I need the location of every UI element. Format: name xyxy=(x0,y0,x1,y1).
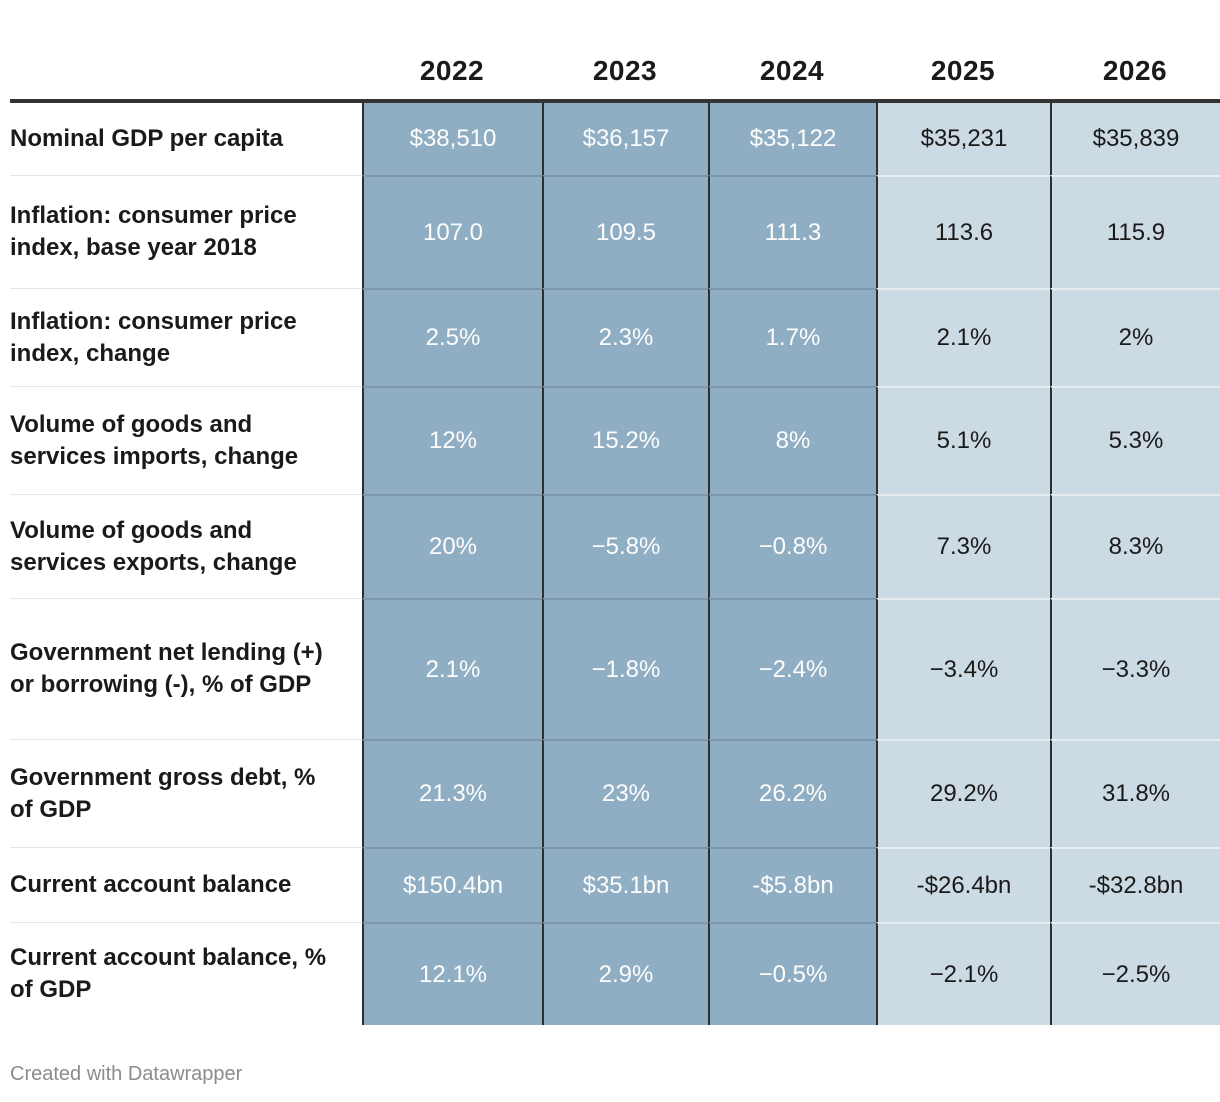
row-label: Current account balance xyxy=(10,847,362,922)
value-cell: 31.8% xyxy=(1050,739,1220,847)
table-row-cpi-index: Inflation: consumer price index, base ye… xyxy=(10,175,1220,288)
value-cell: 20% xyxy=(362,494,542,598)
value-cell: −2.4% xyxy=(708,598,876,739)
value-cell: -$5.8bn xyxy=(708,847,876,922)
value-cell: $38,510 xyxy=(362,103,542,175)
value-cell: $150.4bn xyxy=(362,847,542,922)
row-label: Government gross debt, % of GDP xyxy=(10,739,362,847)
datawrapper-attribution: Created with Datawrapper xyxy=(10,1063,243,1085)
table-row-net-lending: Government net lending (+) or borrowing … xyxy=(10,598,1220,739)
value-cell: −2.5% xyxy=(1050,922,1220,1025)
value-cell: −2.1% xyxy=(876,922,1050,1025)
value-cell: 8.3% xyxy=(1050,494,1220,598)
table-row-current-account: Current account balance $150.4bn $35.1bn… xyxy=(10,847,1220,922)
value-cell: 29.2% xyxy=(876,739,1050,847)
row-label: Nominal GDP per capita xyxy=(10,125,283,152)
value-cell: 2.3% xyxy=(542,288,708,386)
value-cell: 2% xyxy=(1050,288,1220,386)
value-cell: −5.8% xyxy=(542,494,708,598)
value-cell: 7.3% xyxy=(876,494,1050,598)
value-cell: $35,122 xyxy=(708,103,876,175)
value-cell: 8% xyxy=(708,386,876,494)
row-label: Government net lending (+) or borrowing … xyxy=(10,598,362,739)
column-header-2023: 2023 xyxy=(592,55,658,86)
value-cell: −1.8% xyxy=(542,598,708,739)
value-cell: −3.3% xyxy=(1050,598,1220,739)
table-row-gross-debt: Government gross debt, % of GDP 21.3% 23… xyxy=(10,739,1220,847)
row-label: Current account balance, % of GDP xyxy=(10,922,362,1025)
value-cell: 2.1% xyxy=(876,288,1050,386)
value-cell: 115.9 xyxy=(1050,175,1220,288)
value-cell: 109.5 xyxy=(542,175,708,288)
economic-indicators-table: 2022 2023 2024 2025 2026 Nominal GDP per… xyxy=(10,0,1220,1025)
row-label: Volume of goods and services exports, ch… xyxy=(10,494,362,598)
column-header-2026: 2026 xyxy=(1102,55,1168,86)
value-cell: $36,157 xyxy=(542,103,708,175)
row-label: Inflation: consumer price index, base ye… xyxy=(10,175,362,288)
table-row-nominal-gdp: Nominal GDP per capita $38,510 $36,157 $… xyxy=(10,103,1220,175)
value-cell: 2.1% xyxy=(362,598,542,739)
value-cell: −0.5% xyxy=(708,922,876,1025)
value-cell: 23% xyxy=(542,739,708,847)
value-cell: −3.4% xyxy=(876,598,1050,739)
value-cell: 21.3% xyxy=(362,739,542,847)
value-cell: -$26.4bn xyxy=(876,847,1050,922)
value-cell: 26.2% xyxy=(708,739,876,847)
value-cell: 113.6 xyxy=(876,175,1050,288)
value-cell: 2.9% xyxy=(542,922,708,1025)
value-cell: $35.1bn xyxy=(542,847,708,922)
value-cell: -$32.8bn xyxy=(1050,847,1220,922)
table-row-imports: Volume of goods and services imports, ch… xyxy=(10,386,1220,494)
table-row-current-account-pct: Current account balance, % of GDP 12.1% … xyxy=(10,922,1220,1025)
value-cell: 5.3% xyxy=(1050,386,1220,494)
value-cell: −0.8% xyxy=(708,494,876,598)
header-spacer xyxy=(10,0,362,99)
value-cell: 1.7% xyxy=(708,288,876,386)
value-cell: 15.2% xyxy=(542,386,708,494)
table-header-row: 2022 2023 2024 2025 2026 xyxy=(10,0,1220,103)
column-header-2025: 2025 xyxy=(930,55,996,86)
column-header-2024: 2024 xyxy=(759,55,825,86)
value-cell: 2.5% xyxy=(362,288,542,386)
value-cell: 12.1% xyxy=(362,922,542,1025)
value-cell: $35,839 xyxy=(1050,103,1220,175)
row-label: Inflation: consumer price index, change xyxy=(10,288,362,386)
value-cell: 12% xyxy=(362,386,542,494)
table-row-cpi-change: Inflation: consumer price index, change … xyxy=(10,288,1220,386)
value-cell: 5.1% xyxy=(876,386,1050,494)
row-label: Volume of goods and services imports, ch… xyxy=(10,386,362,494)
table-row-exports: Volume of goods and services exports, ch… xyxy=(10,494,1220,598)
value-cell: $35,231 xyxy=(876,103,1050,175)
value-cell: 107.0 xyxy=(362,175,542,288)
column-header-2022: 2022 xyxy=(419,55,485,86)
value-cell: 111.3 xyxy=(708,175,876,288)
